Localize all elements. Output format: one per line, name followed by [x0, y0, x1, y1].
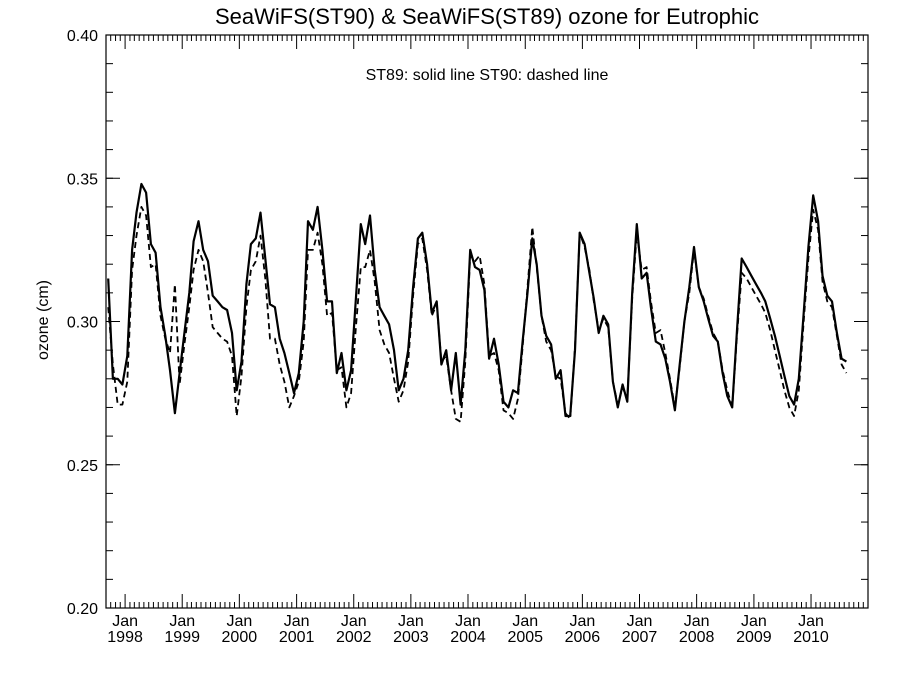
axis-ticks: 0.200.250.300.350.40Jan1998Jan1999Jan200… — [67, 28, 868, 646]
y-axis-label: ozone (cm) — [35, 280, 52, 360]
x-tick-month: Jan — [627, 613, 653, 630]
x-tick-month: Jan — [284, 613, 310, 630]
x-tick-month: Jan — [226, 613, 252, 630]
y-tick-label: 0.35 — [67, 171, 98, 188]
x-tick-year: 2004 — [450, 629, 486, 646]
x-tick-month: Jan — [512, 613, 538, 630]
x-tick-month: Jan — [398, 613, 424, 630]
x-tick-month: Jan — [684, 613, 710, 630]
plot-frame — [105, 34, 869, 609]
x-tick-year: 2007 — [622, 629, 658, 646]
series-line-st89 — [107, 182, 847, 418]
x-tick-month: Jan — [455, 613, 481, 630]
x-tick-month: Jan — [569, 613, 595, 630]
x-tick-year: 1998 — [107, 629, 143, 646]
x-tick-year: 2009 — [736, 629, 772, 646]
x-tick-year: 2010 — [793, 629, 829, 646]
series-layer — [107, 182, 848, 423]
x-tick-month: Jan — [341, 613, 367, 630]
x-tick-year: 2002 — [336, 629, 372, 646]
x-tick-year: 2001 — [279, 629, 315, 646]
series-line-st90 — [107, 206, 848, 423]
x-tick-month: Jan — [741, 613, 767, 630]
x-tick-year: 2003 — [393, 629, 429, 646]
y-tick-label: 0.30 — [67, 315, 98, 332]
x-tick-year: 2006 — [565, 629, 601, 646]
y-tick-label: 0.25 — [67, 458, 98, 475]
y-tick-label: 0.20 — [67, 601, 98, 618]
x-tick-month: Jan — [798, 613, 824, 630]
y-tick-label: 0.40 — [67, 28, 98, 45]
x-tick-year: 2005 — [507, 629, 543, 646]
chart-title: SeaWiFS(ST90) & SeaWiFS(ST89) ozone for … — [215, 4, 759, 29]
x-tick-year: 2008 — [679, 629, 715, 646]
x-tick-month: Jan — [169, 613, 195, 630]
x-tick-month: Jan — [112, 613, 138, 630]
x-tick-year: 1999 — [164, 629, 200, 646]
x-tick-year: 2000 — [222, 629, 258, 646]
series-style-note: ST89: solid line ST90: dashed line — [366, 67, 609, 84]
